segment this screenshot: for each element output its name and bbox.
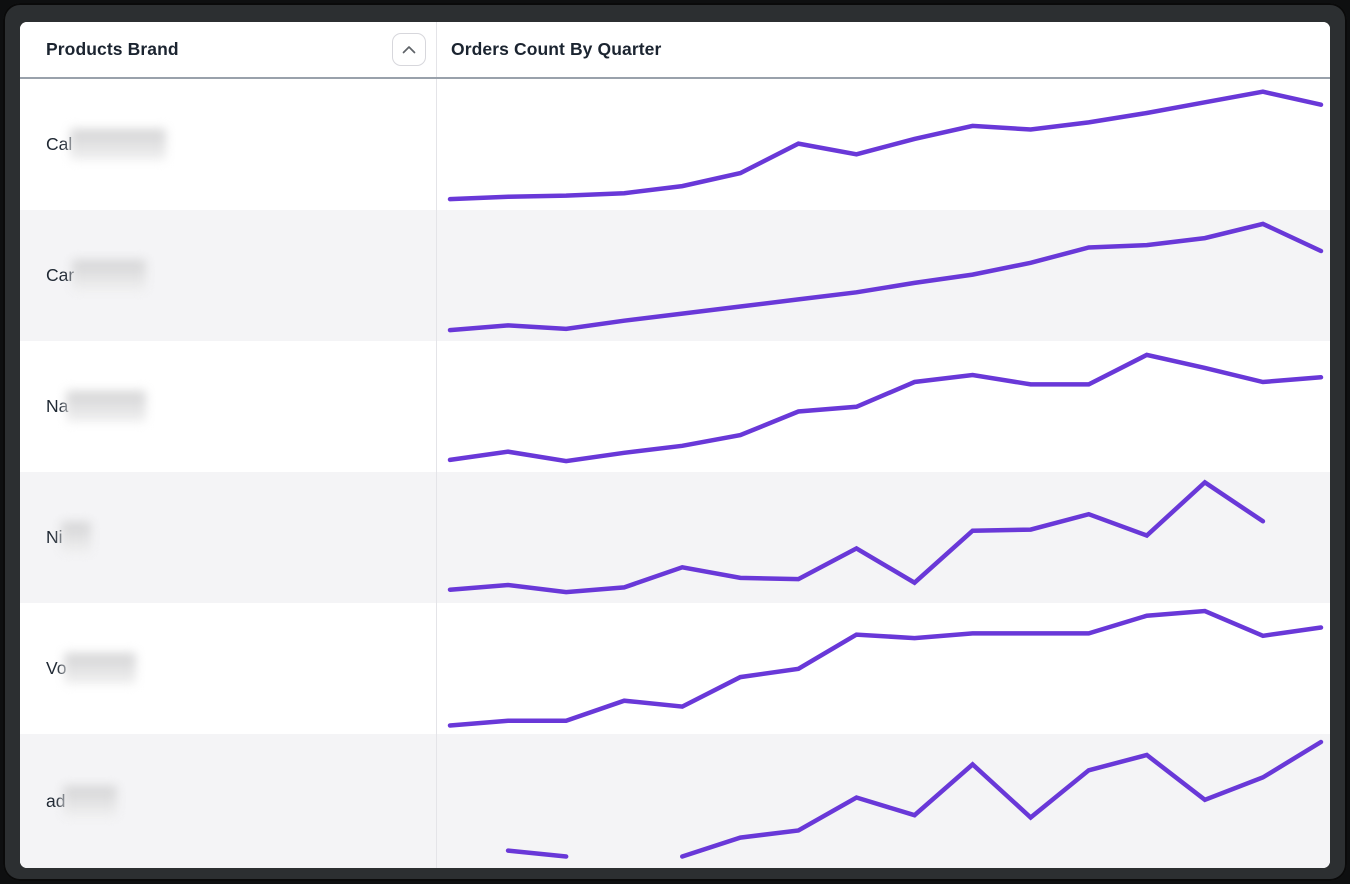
column-header-products-brand: Products Brand xyxy=(46,39,179,59)
table-row[interactable]: Cal xyxy=(20,79,1330,210)
orders-sparkline xyxy=(447,479,1266,595)
sparkline-cell xyxy=(437,210,1330,341)
data-table: Products Brand Orders Count By Quarter C… xyxy=(20,22,1330,868)
header-cell-products-brand: Products Brand xyxy=(20,22,437,77)
chevron-up-icon xyxy=(402,46,416,54)
orders-sparkline xyxy=(447,608,1324,728)
redacted-brand-text xyxy=(60,522,91,553)
brand-cell: Ni xyxy=(20,472,437,603)
redacted-brand-text xyxy=(66,391,147,422)
sort-ascending-button[interactable] xyxy=(392,33,426,66)
sparkline-cell xyxy=(437,79,1330,210)
table-row[interactable]: Vo xyxy=(20,603,1330,734)
redacted-brand-text xyxy=(64,653,137,684)
column-header-orders-count-by-quarter: Orders Count By Quarter xyxy=(451,39,662,59)
sparkline-cell xyxy=(437,341,1330,472)
table-row[interactable]: Car xyxy=(20,210,1330,341)
window-frame: Products Brand Orders Count By Quarter C… xyxy=(3,3,1347,881)
header-cell-orders-count: Orders Count By Quarter xyxy=(437,22,1330,77)
brand-cell: Vo xyxy=(20,603,437,734)
table-header-row: Products Brand Orders Count By Quarter xyxy=(20,22,1330,79)
brand-label: Na xyxy=(46,396,69,416)
redacted-brand-text xyxy=(63,785,118,817)
brand-label: ad xyxy=(46,790,66,811)
redacted-brand-text xyxy=(72,260,147,291)
sparkline-cell xyxy=(437,603,1330,734)
brand-label: Ni xyxy=(46,527,63,547)
table-row[interactable]: Ni xyxy=(20,472,1330,603)
orders-sparkline xyxy=(505,739,1324,859)
orders-sparkline xyxy=(447,89,1324,202)
table-row[interactable]: Na xyxy=(20,341,1330,472)
table-row[interactable]: ad xyxy=(20,734,1330,868)
brand-cell: ad xyxy=(20,734,437,868)
orders-sparkline xyxy=(447,221,1324,333)
brand-cell: Car xyxy=(20,210,437,341)
brand-cell: Cal xyxy=(20,79,437,210)
table-body: Cal Car Na Ni Vo ad xyxy=(20,79,1330,868)
sparkline-cell xyxy=(437,472,1330,603)
brand-label: Cal xyxy=(46,134,73,154)
redacted-brand-text xyxy=(70,129,167,160)
brand-label: Car xyxy=(46,265,75,285)
orders-sparkline xyxy=(447,352,1324,464)
brand-label: Vo xyxy=(46,658,67,678)
sparkline-cell xyxy=(437,734,1330,868)
brand-cell: Na xyxy=(20,341,437,472)
